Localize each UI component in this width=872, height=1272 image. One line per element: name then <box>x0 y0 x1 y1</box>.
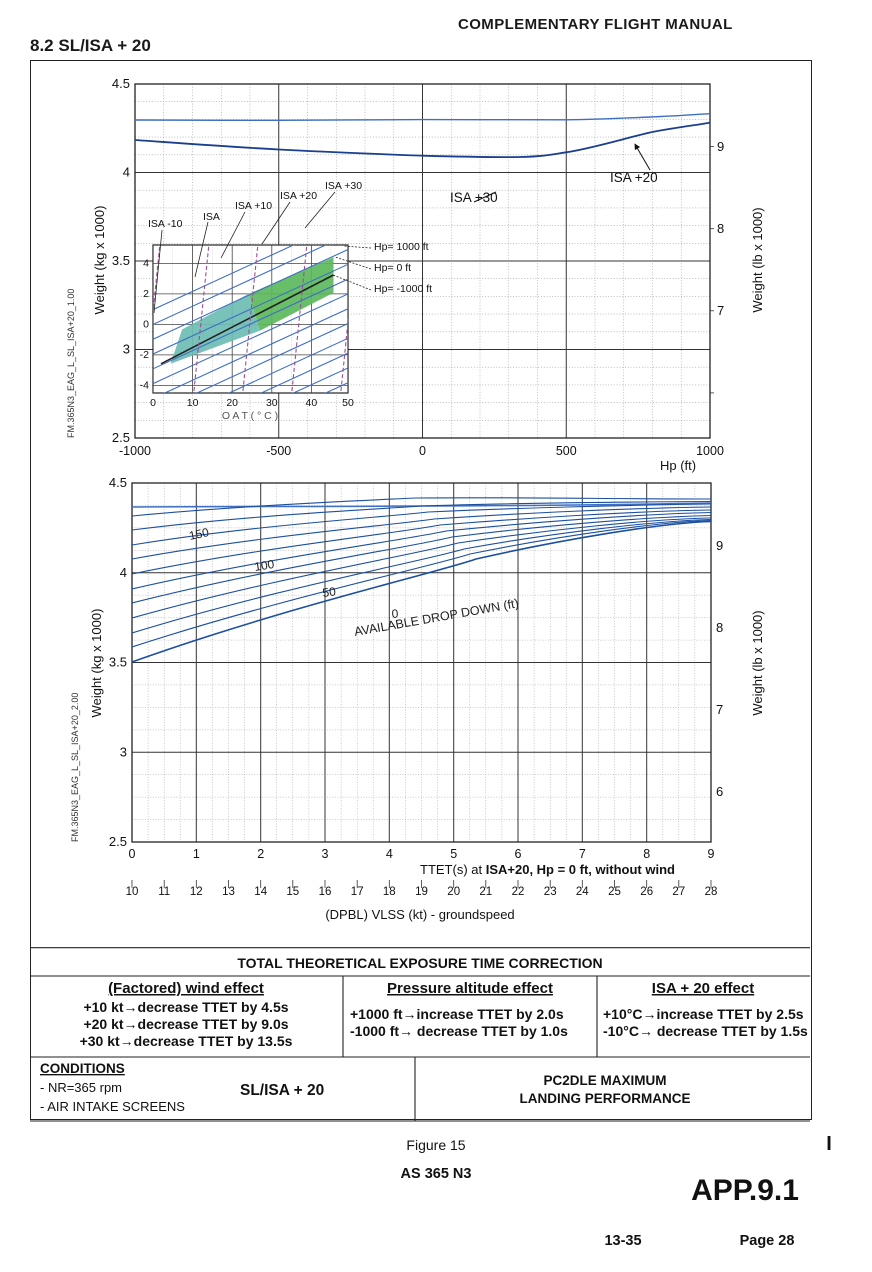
svg-text:AS 365 N3: AS 365 N3 <box>401 1166 472 1182</box>
svg-text:+20 kt→decrease TTET by 9.0s: +20 kt→decrease TTET by 9.0s <box>83 1016 288 1032</box>
svg-text:13-35: 13-35 <box>604 1233 641 1249</box>
svg-text:+1000 ft→increase TTET by 2.0s: +1000 ft→increase TTET by 2.0s <box>350 1006 564 1022</box>
svg-text:LANDING PERFORMANCE: LANDING PERFORMANCE <box>520 1091 691 1106</box>
svg-text:Figure 15: Figure 15 <box>406 1137 465 1153</box>
svg-text:PC2DLE MAXIMUM: PC2DLE MAXIMUM <box>543 1073 666 1088</box>
svg-text:(Factored) wind effect: (Factored) wind effect <box>108 980 264 997</box>
svg-text:CONDITIONS: CONDITIONS <box>40 1061 125 1076</box>
svg-text:+30 kt→decrease TTET by 13.5s: +30 kt→decrease TTET by 13.5s <box>80 1033 293 1049</box>
svg-text:Page 28: Page 28 <box>740 1233 795 1249</box>
svg-text:+10 kt→decrease TTET by 4.5s: +10 kt→decrease TTET by 4.5s <box>83 999 288 1015</box>
svg-text:APP.9.1: APP.9.1 <box>691 1174 799 1207</box>
svg-text:ISA + 20 effect: ISA + 20 effect <box>652 980 754 997</box>
svg-text:-10°C→ decrease TTET by 1.5s: -10°C→ decrease TTET by 1.5s <box>603 1023 808 1039</box>
svg-text:-1000 ft→ decrease TTET by 1.0: -1000 ft→ decrease TTET by 1.0s <box>350 1023 568 1039</box>
svg-text:SL/ISA + 20: SL/ISA + 20 <box>240 1082 324 1099</box>
svg-text:I: I <box>826 1133 832 1155</box>
svg-text:TOTAL THEORETICAL EXPOSURE TIM: TOTAL THEORETICAL EXPOSURE TIME CORRECTI… <box>237 955 602 971</box>
svg-text:- AIR INTAKE SCREENS: - AIR INTAKE SCREENS <box>40 1099 185 1114</box>
svg-text:Pressure altitude effect: Pressure altitude effect <box>387 980 553 997</box>
svg-text:+10°C→increase TTET by 2.5s: +10°C→increase TTET by 2.5s <box>603 1006 804 1022</box>
svg-text:- NR=365 rpm: - NR=365 rpm <box>40 1080 122 1095</box>
